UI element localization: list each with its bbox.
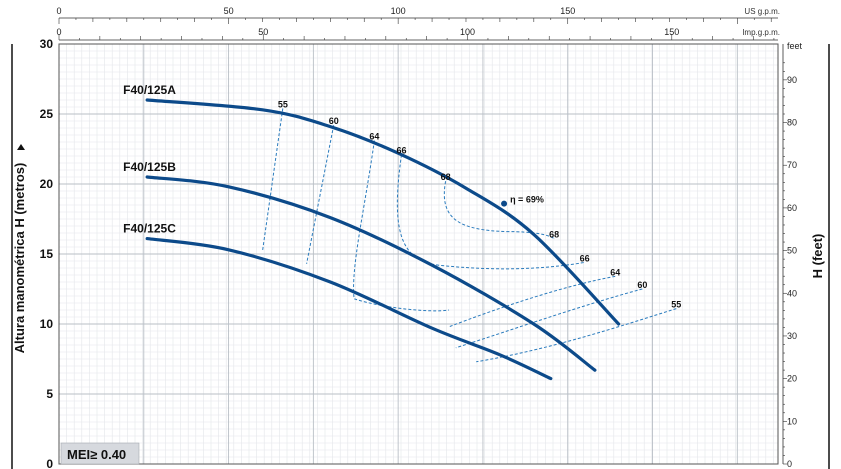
y-tick-label: 20	[40, 177, 54, 191]
us-gpm-tick-label: 100	[391, 6, 406, 16]
feet-unit: feet	[787, 41, 803, 51]
efficiency-label: 60	[637, 280, 647, 290]
feet-tick-label: 40	[787, 288, 797, 298]
imp-gpm-tick-label: 0	[56, 27, 61, 37]
efficiency-label: 68	[441, 172, 451, 182]
feet-tick-label: 50	[787, 246, 797, 256]
feet-tick-label: 90	[787, 75, 797, 85]
series-label: F40/125B	[123, 160, 176, 174]
us-gpm-tick-label: 150	[560, 6, 575, 16]
efficiency-label: 68	[549, 230, 559, 240]
y-tick-label: 25	[40, 107, 54, 121]
feet-tick-label: 70	[787, 160, 797, 170]
efficiency-iso-line	[353, 140, 450, 312]
feet-tick-label: 60	[787, 203, 797, 213]
us-gpm-tick-label: 0	[56, 6, 61, 16]
efficiency-iso-line	[262, 108, 284, 252]
imp-gpm-tick-label: 100	[460, 27, 475, 37]
us-gpm-unit: US g.p.m.	[744, 7, 780, 16]
efficiency-label: 66	[580, 253, 590, 263]
y-axis-arrow-icon	[17, 144, 25, 150]
efficiency-label: 64	[369, 132, 379, 142]
efficiency-iso-line	[443, 181, 555, 240]
y-tick-label: 5	[46, 387, 53, 401]
feet-tick-label: 30	[787, 331, 797, 341]
imp-gpm-tick-label: 150	[664, 27, 679, 37]
y-tick-label: 30	[40, 37, 54, 51]
efficiency-label: 60	[329, 116, 339, 126]
imp-gpm-unit: Imp.g.p.m.	[742, 28, 780, 37]
feet-tick-label: 0	[787, 459, 792, 469]
feet-tick-label: 10	[787, 416, 797, 426]
efficiency-iso-lines	[262, 108, 677, 363]
feet-tick-label: 80	[787, 118, 797, 128]
efficiency-label: 64	[610, 267, 620, 277]
series-label: F40/125C	[123, 222, 176, 236]
efficiency-iso-line	[448, 275, 616, 328]
y-axis-label-left: Altura manométrica H (metros)	[12, 163, 27, 354]
y-tick-label: 0	[46, 457, 53, 469]
mei-badge-text: MEI≥ 0.40	[67, 447, 126, 462]
plot-frame	[11, 43, 830, 469]
y-axis-label-right: H (feet)	[810, 234, 825, 279]
us-gpm-tick-label: 50	[224, 6, 234, 16]
top-axes: 0 50 100 150 0 50 100 150 US g.p.m. Imp.g.p.m.	[56, 6, 780, 41]
major-grid	[59, 43, 778, 465]
efficiency-label: 55	[671, 300, 681, 310]
plot-border	[58, 43, 779, 465]
efficiency-iso-line	[455, 288, 643, 349]
series-line	[145, 237, 553, 381]
y-ticks: 0 5 10 15 20 25 30 0 10 20 30 40 50 60 70 80 90 feet	[40, 37, 803, 469]
y-tick-label: 10	[40, 317, 54, 331]
imp-gpm-tick-label: 50	[258, 27, 268, 37]
feet-tick-label: 20	[787, 374, 797, 384]
series-line	[145, 175, 597, 372]
series-line	[145, 98, 621, 326]
y-tick-label: 15	[40, 247, 54, 261]
best-efficiency-point	[501, 200, 508, 207]
series-group: F40/125A F40/125B F40/125C	[123, 83, 621, 381]
efficiency-iso-line	[476, 308, 677, 363]
efficiency-iso-line	[396, 154, 585, 270]
efficiency-iso-line	[306, 125, 335, 264]
mei-badge: MEI≥ 0.40	[60, 442, 140, 465]
efficiency-label: 66	[397, 146, 407, 156]
efficiency-labels: 55 60 64 66 68 η = 69% 68 66 64 60 55	[278, 99, 681, 309]
efficiency-label: 55	[278, 99, 288, 109]
efficiency-label: η = 69%	[510, 195, 544, 205]
series-label: F40/125A	[123, 83, 176, 97]
